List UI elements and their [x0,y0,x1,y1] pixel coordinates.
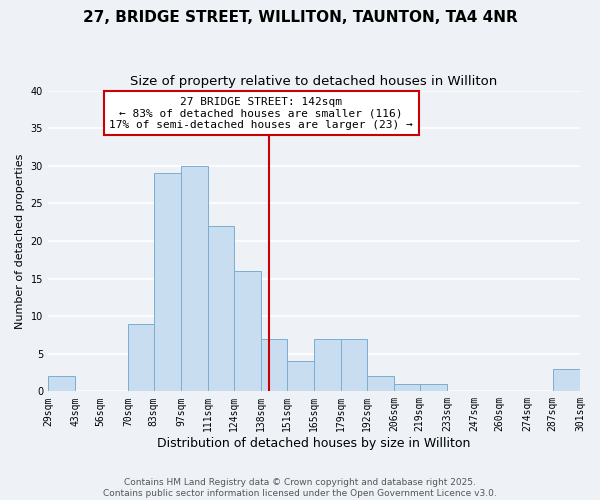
Title: Size of property relative to detached houses in Williton: Size of property relative to detached ho… [130,75,497,88]
Bar [341,338,367,392]
Bar [419,384,447,392]
Bar [181,166,208,392]
Bar [261,338,287,392]
X-axis label: Distribution of detached houses by size in Williton: Distribution of detached houses by size … [157,437,470,450]
Bar [48,376,76,392]
Bar [553,369,580,392]
Bar [208,226,234,392]
Bar [128,324,154,392]
Bar [367,376,394,392]
Y-axis label: Number of detached properties: Number of detached properties [15,154,25,328]
Bar [314,338,341,392]
Bar [287,362,314,392]
Text: Contains HM Land Registry data © Crown copyright and database right 2025.
Contai: Contains HM Land Registry data © Crown c… [103,478,497,498]
Text: 27 BRIDGE STREET: 142sqm
← 83% of detached houses are smaller (116)
17% of semi-: 27 BRIDGE STREET: 142sqm ← 83% of detach… [109,96,413,130]
Bar [234,271,261,392]
Bar [394,384,419,392]
Bar [154,174,181,392]
Text: 27, BRIDGE STREET, WILLITON, TAUNTON, TA4 4NR: 27, BRIDGE STREET, WILLITON, TAUNTON, TA… [83,10,517,25]
